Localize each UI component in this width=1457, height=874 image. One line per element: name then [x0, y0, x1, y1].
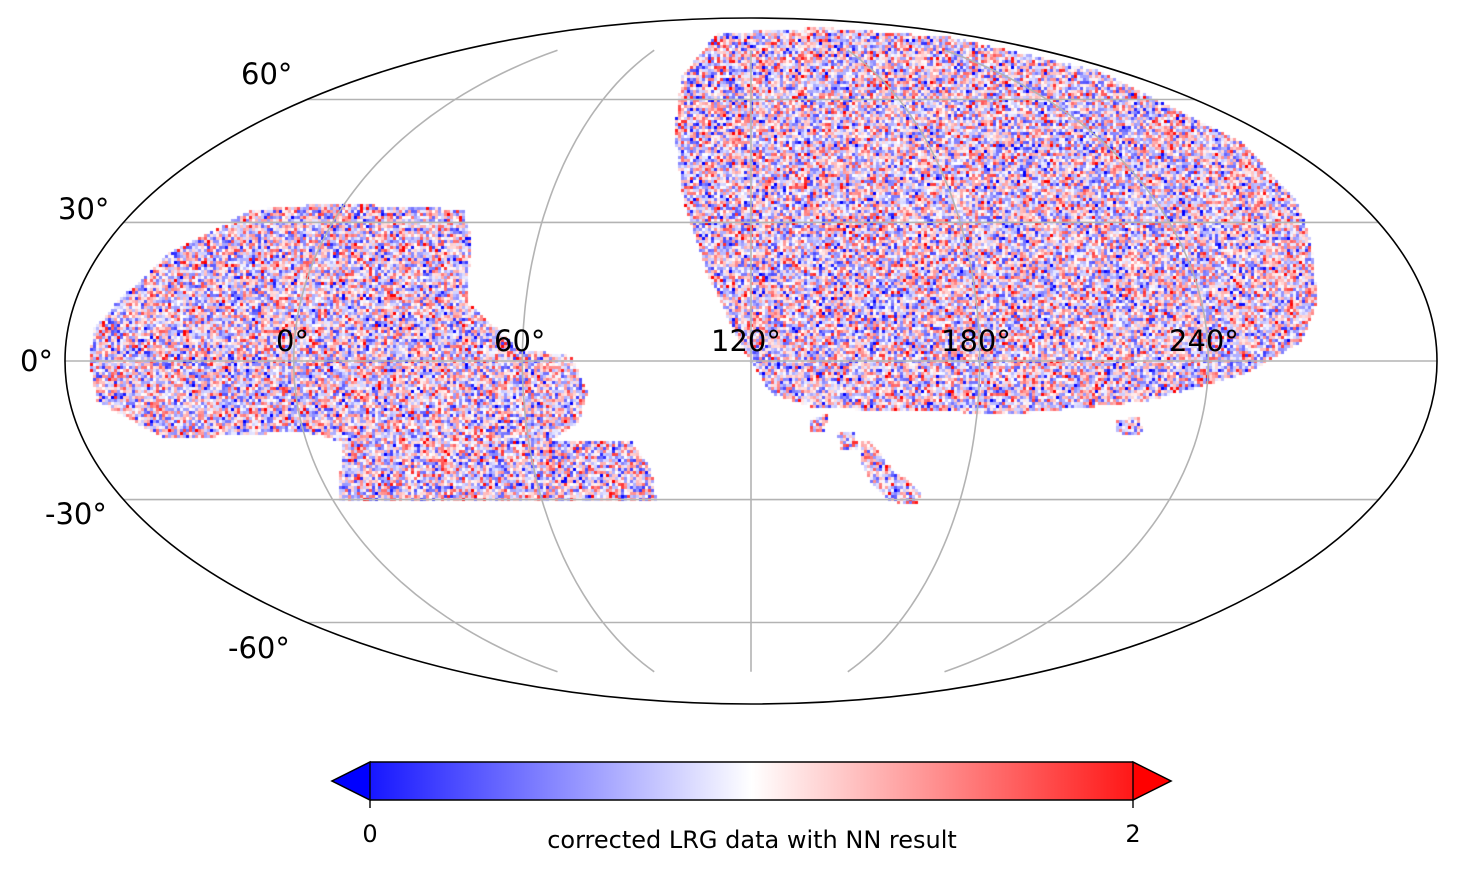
lon-label-60: 60°: [494, 324, 545, 358]
lat-label-minus-30: -30°: [45, 497, 107, 531]
lat-label-30: 30°: [58, 192, 109, 226]
graticule: [65, 49, 1437, 673]
map-boundary: [64, 17, 1438, 705]
colorbar-extend-max: [1132, 760, 1173, 802]
colorbar-body: [330, 761, 1173, 801]
colorbar-tick-label-max: 2: [1125, 820, 1140, 848]
lon-label-120: 120°: [711, 324, 781, 358]
lon-label-180: 180°: [941, 324, 1011, 358]
colorbar-tick-label-min: 0: [362, 820, 377, 848]
colorbar-extend-min: [330, 760, 371, 802]
lon-label-240: 240°: [1169, 324, 1239, 358]
lat-label-0: 0°: [20, 344, 53, 378]
lat-label-minus-60: -60°: [228, 631, 290, 665]
colorbar-label: corrected LRG data with NN result: [547, 826, 957, 854]
lat-label-60: 60°: [241, 57, 292, 91]
colorbar: 0 2 corrected LRG data with NN result: [330, 760, 1173, 854]
lon-label-0: 0°: [276, 324, 309, 358]
